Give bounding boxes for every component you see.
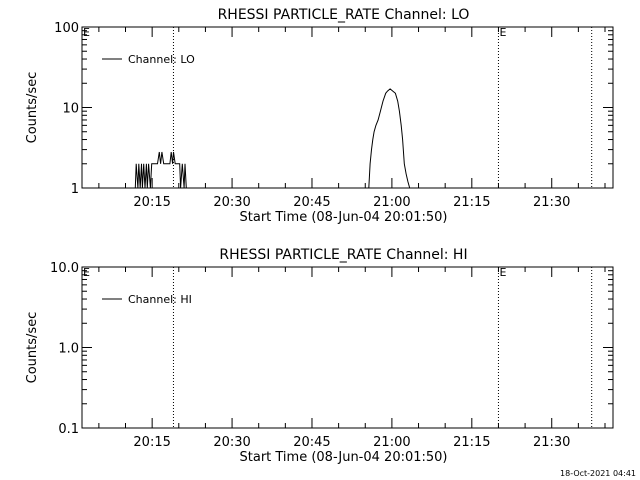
y-axis-label-1: Counts/sec bbox=[25, 312, 40, 384]
x-tick-label: 20:45 bbox=[293, 435, 330, 450]
chart-title-1: RHESSI PARTICLE_RATE Channel: HI bbox=[219, 247, 467, 263]
x-tick-label: 20:15 bbox=[133, 435, 170, 450]
axis-start-marker-label: E bbox=[83, 266, 90, 279]
event-marker-label: E bbox=[499, 266, 506, 279]
y-tick-label: 10.0 bbox=[50, 261, 79, 276]
x-tick-label: 20:15 bbox=[133, 195, 170, 210]
legend-label-0: Channel: LO bbox=[128, 53, 195, 66]
series-line-0-0 bbox=[134, 88, 411, 189]
legend-label-1: Channel: HI bbox=[128, 293, 192, 306]
axis-start-marker-label: E bbox=[83, 26, 90, 39]
chart-title-0: RHESSI PARTICLE_RATE Channel: LO bbox=[218, 7, 470, 23]
x-tick-label: 20:45 bbox=[293, 195, 330, 210]
x-axis-label-1: Start Time (08-Jun-04 20:01:50) bbox=[240, 450, 448, 465]
x-tick-label: 21:30 bbox=[533, 435, 570, 450]
plot-frame-1 bbox=[81, 266, 614, 429]
x-tick-label: 21:15 bbox=[453, 195, 490, 210]
event-marker-label: E bbox=[499, 26, 506, 39]
y-tick-label: 100 bbox=[54, 21, 79, 36]
y-tick-label: 0.1 bbox=[58, 422, 79, 437]
timestamp-footer: 18-Oct-2021 04:41 bbox=[560, 469, 636, 478]
x-tick-label: 21:15 bbox=[453, 435, 490, 450]
y-tick-label: 1.0 bbox=[58, 342, 79, 357]
y-tick-label: 10 bbox=[62, 102, 79, 117]
y-axis-label-0: Counts/sec bbox=[25, 72, 40, 144]
x-axis-label-0: Start Time (08-Jun-04 20:01:50) bbox=[240, 210, 448, 225]
x-tick-label: 20:30 bbox=[213, 435, 250, 450]
x-tick-label: 21:00 bbox=[373, 195, 410, 210]
x-tick-label: 20:30 bbox=[213, 195, 250, 210]
x-tick-label: 21:00 bbox=[373, 435, 410, 450]
x-tick-label: 21:30 bbox=[533, 195, 570, 210]
y-tick-label: 1 bbox=[71, 182, 79, 197]
plot-frame-0 bbox=[81, 26, 614, 189]
